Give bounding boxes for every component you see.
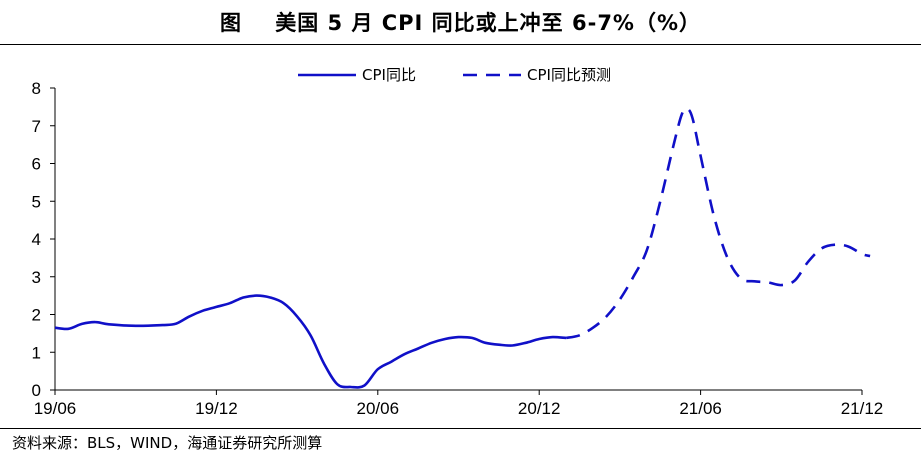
y-tick-label: 4 (32, 230, 41, 249)
x-tick-label: 20/12 (518, 399, 561, 418)
chart-axes (54, 88, 862, 391)
x-tick-label: 20/06 (357, 399, 400, 418)
y-tick-label: 0 (32, 381, 41, 400)
legend-label: CPI同比预测 (527, 66, 611, 84)
y-tick-label: 1 (32, 343, 41, 362)
y-tick-label: 7 (32, 117, 41, 136)
x-tick-label: 19/12 (195, 399, 238, 418)
top-divider (0, 44, 921, 45)
chart-title: 图 美国 5 月 CPI 同比或上冲至 6-7%（%） (219, 11, 702, 35)
y-tick-label: 8 (32, 79, 41, 98)
legend: CPI同比 CPI同比预测 (298, 66, 611, 84)
x-tick-label: 21/06 (679, 399, 722, 418)
y-tick-label: 6 (32, 155, 41, 174)
cpi-yoy-line (54, 294, 567, 389)
bottom-divider (0, 428, 921, 429)
chart-area: 0 1 2 3 4 5 6 7 8 19/06 19/12 20/06 20/12 21/06 21/12… (32, 66, 884, 418)
y-tick-label: 2 (32, 306, 41, 325)
title-bar: 图 美国 5 月 CPI 同比或上冲至 6-7%（%） (0, 0, 921, 44)
x-tick-label: 19/06 (34, 399, 77, 418)
source-note: 资料来源：BLS，WIND，海通证券研究所测算 (12, 434, 323, 452)
y-axis-ticks: 0 1 2 3 4 5 6 7 8 (32, 79, 55, 400)
legend-label: CPI同比 (362, 66, 416, 84)
x-tick-label: 21/12 (841, 399, 884, 418)
y-tick-label: 5 (32, 192, 41, 211)
cpi-yoy-forecast-line (565, 107, 871, 340)
series-layer (54, 107, 871, 389)
y-tick-label: 3 (32, 268, 41, 287)
x-axis-ticks: 19/06 19/12 20/06 20/12 21/06 21/12 (34, 390, 884, 418)
